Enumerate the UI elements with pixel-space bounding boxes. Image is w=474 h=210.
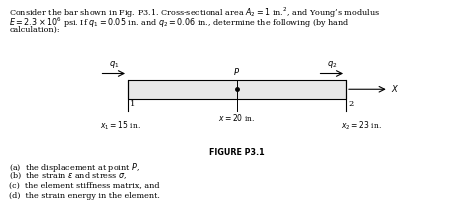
Text: $P$: $P$ bbox=[234, 66, 240, 77]
Text: (a)  the displacement at point $P$,: (a) the displacement at point $P$, bbox=[9, 161, 140, 174]
Text: (d)  the strain energy in the element.: (d) the strain energy in the element. bbox=[9, 192, 160, 200]
Text: $X$: $X$ bbox=[391, 83, 399, 94]
Text: $x_2 = 23$ in.: $x_2 = 23$ in. bbox=[341, 120, 382, 132]
Text: calculation):: calculation): bbox=[9, 26, 60, 34]
Text: $x_1 = 15$ in.: $x_1 = 15$ in. bbox=[100, 120, 140, 132]
Text: $q_2$: $q_2$ bbox=[327, 59, 337, 70]
Text: $x = 20$ in.: $x = 20$ in. bbox=[219, 112, 255, 123]
Text: Consider the bar shown in Fig. P3.1. Cross-sectional area $A_2 = 1$ in.$^2$, and: Consider the bar shown in Fig. P3.1. Cro… bbox=[9, 5, 381, 20]
Bar bbox=[128, 80, 346, 99]
Text: $q_1$: $q_1$ bbox=[109, 59, 119, 70]
Text: 1: 1 bbox=[130, 100, 136, 108]
Text: 2: 2 bbox=[348, 100, 354, 108]
Text: (c)  the element stiffness matrix, and: (c) the element stiffness matrix, and bbox=[9, 182, 160, 190]
Text: (b)  the strain $\epsilon$ and stress $\sigma$,: (b) the strain $\epsilon$ and stress $\s… bbox=[9, 171, 128, 181]
Text: FIGURE P3.1: FIGURE P3.1 bbox=[209, 148, 265, 157]
Text: $E = 2.3 \times 10^6$ psi. If $q_1 = 0.05$ in. and $q_2 = 0.06$ in., determine t: $E = 2.3 \times 10^6$ psi. If $q_1 = 0.0… bbox=[9, 16, 350, 30]
